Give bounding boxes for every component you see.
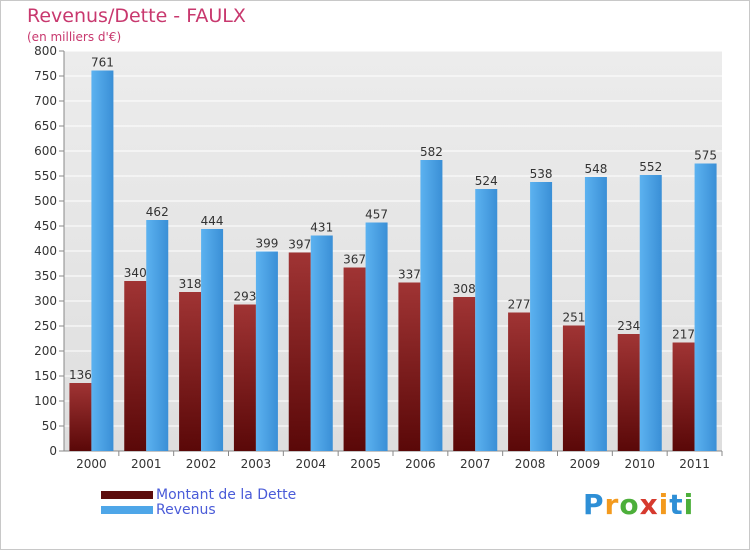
bar-dette (508, 312, 531, 451)
data-label-revenus: 444 (201, 214, 224, 228)
bar-dette (233, 304, 256, 451)
data-label-dette: 234 (617, 319, 640, 333)
x-tick-label: 2002 (186, 457, 217, 471)
data-label-revenus: 538 (530, 167, 553, 181)
plot-area: 0 50 100 150 200 250 300 350 400 450 500 550 600 650 7… (34, 44, 723, 471)
bar-revenus (530, 182, 553, 451)
logo-letter: i (658, 488, 670, 521)
bar-dette (562, 325, 585, 451)
legend-item-revenus: Revenus (101, 501, 296, 518)
bar-dette (398, 282, 421, 451)
data-label-dette: 397 (288, 238, 311, 252)
bar-revenus (584, 177, 607, 451)
data-label-dette: 217 (672, 328, 695, 342)
bar-revenus (310, 235, 333, 451)
bar-dette (124, 281, 147, 451)
bar-revenus (694, 163, 717, 451)
x-tick-label: 2001 (131, 457, 162, 471)
y-tick-label: 350 (34, 269, 57, 283)
proxiti-logo: Proxiti (583, 488, 694, 521)
y-tick-label: 600 (34, 144, 57, 158)
y-tick-label: 200 (34, 344, 57, 358)
data-label-dette: 293 (233, 290, 256, 304)
bar-revenus (475, 189, 498, 451)
legend: Montant de la Dette Revenus (101, 486, 297, 518)
chart-subtitle: (en milliers d'€) (27, 30, 122, 44)
data-label-dette: 318 (179, 277, 202, 291)
y-tick-label: 150 (34, 369, 57, 383)
bar-revenus (146, 220, 169, 451)
legend-item-debt: Montant de la Dette (101, 486, 297, 503)
logo-letter: r (604, 488, 620, 521)
data-label-revenus: 575 (694, 149, 717, 163)
x-tick-label: 2003 (241, 457, 272, 471)
bar-revenus (420, 160, 443, 451)
bar-revenus (639, 175, 662, 451)
data-label-dette: 308 (453, 282, 476, 296)
x-tick-label: 2005 (350, 457, 381, 471)
y-tick-label: 800 (34, 44, 57, 58)
data-label-revenus: 431 (310, 221, 333, 235)
y-tick-label: 400 (34, 244, 57, 258)
bar-dette (672, 342, 695, 451)
bar-revenus (201, 229, 224, 451)
data-label-revenus: 457 (365, 208, 388, 222)
chart-title: Revenus/Dette - FAULX (27, 5, 246, 27)
bar-revenus (255, 251, 278, 451)
y-tick-label: 300 (34, 294, 57, 308)
bar-dette (288, 252, 311, 451)
y-tick-label: 550 (34, 169, 57, 183)
legend-label-revenus: Revenus (156, 501, 216, 518)
y-tick-label: 50 (42, 419, 57, 433)
data-label-dette: 277 (508, 298, 531, 312)
y-tick-label: 650 (34, 119, 57, 133)
bar-dette (69, 383, 92, 451)
data-label-revenus: 548 (584, 162, 607, 176)
bar-revenus (365, 222, 388, 451)
logo-letter: P (583, 488, 605, 521)
data-label-revenus: 462 (146, 205, 169, 219)
y-tick-label: 100 (34, 394, 57, 408)
x-tick-label: 2007 (460, 457, 491, 471)
logo-letter: t (669, 488, 684, 521)
logo-letter: o (619, 488, 640, 521)
y-tick-label: 250 (34, 319, 57, 333)
data-label-dette: 251 (562, 311, 585, 325)
data-label-revenus: 399 (255, 237, 278, 251)
data-label-dette: 367 (343, 253, 366, 267)
data-label-revenus: 582 (420, 145, 443, 159)
legend-label-debt: Montant de la Dette (156, 486, 297, 503)
legend-swatch-debt (101, 490, 153, 499)
logo-letter: i (683, 488, 695, 521)
data-label-revenus: 552 (639, 160, 662, 174)
legend-swatch-revenus (101, 505, 153, 514)
data-label-dette: 136 (69, 368, 92, 382)
bar-revenus (91, 70, 114, 451)
y-tick-label: 500 (34, 194, 57, 208)
x-tick-label: 2011 (679, 457, 710, 471)
x-tick-label: 2008 (515, 457, 546, 471)
y-tick-label: 700 (34, 94, 57, 108)
x-tick-label: 2000 (76, 457, 107, 471)
x-tick-label: 2009 (570, 457, 601, 471)
data-label-revenus: 761 (91, 56, 114, 70)
y-tick-label: 750 (34, 69, 57, 83)
x-tick-label: 2004 (295, 457, 326, 471)
bar-dette (343, 267, 366, 451)
bar-dette (453, 297, 476, 451)
x-tick-label: 2010 (624, 457, 655, 471)
logo-letter: x (639, 488, 659, 521)
bar-dette (179, 292, 202, 451)
x-tick-label: 2006 (405, 457, 436, 471)
y-tick-label: 450 (34, 219, 57, 233)
data-label-revenus: 524 (475, 174, 498, 188)
data-label-dette: 340 (124, 266, 147, 280)
y-tick-label: 0 (49, 444, 57, 458)
data-label-dette: 337 (398, 268, 421, 282)
bar-dette (617, 334, 640, 451)
